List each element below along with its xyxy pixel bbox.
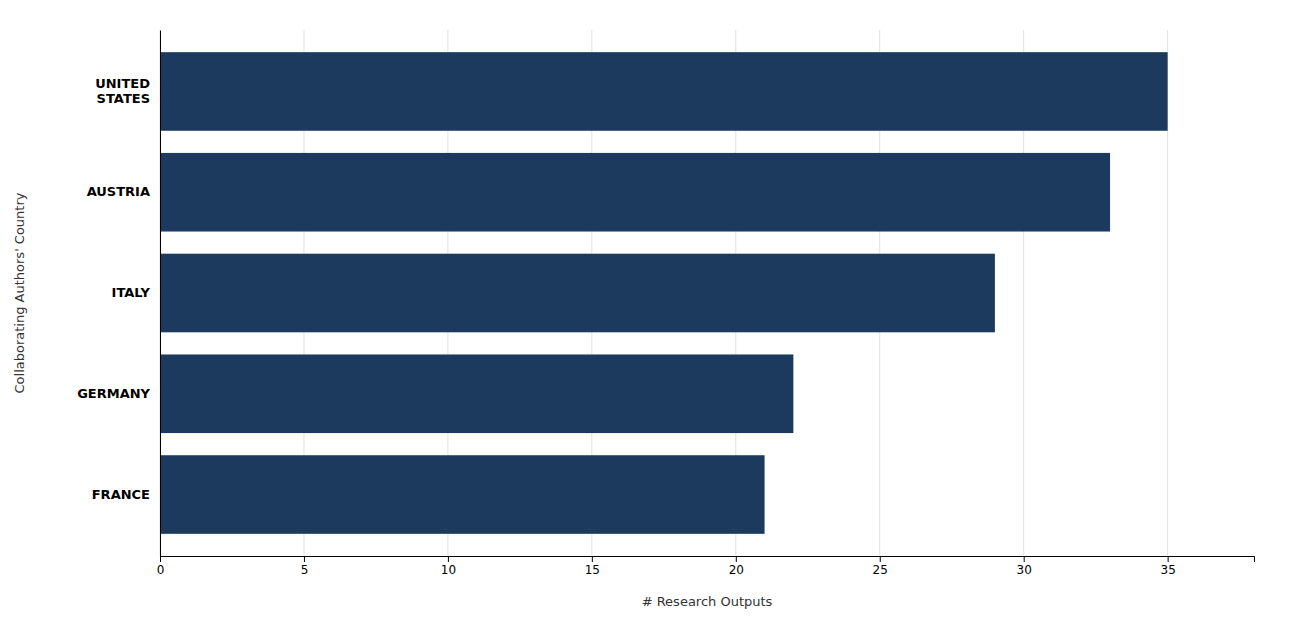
bar — [160, 254, 995, 333]
x-tick: 10 — [441, 556, 456, 577]
bar — [160, 455, 765, 534]
plot-area: 0 5 10 15 20 25 30 35 FRANCE GERMANY ITALY AUSTRIA U… — [77, 30, 1254, 577]
y-tick-label-line: AUSTRIA — [87, 184, 150, 199]
bar — [160, 354, 793, 433]
y-tick: ITALY — [112, 285, 160, 300]
x-tick-mark — [880, 556, 881, 562]
y-tick: AUSTRIA — [87, 184, 160, 199]
y-tick: GERMANY — [77, 386, 160, 401]
x-tick-label: 15 — [585, 563, 600, 577]
x-tick-mark — [736, 556, 737, 562]
x-tick-label: 10 — [441, 563, 456, 577]
y-tick: FRANCE — [92, 487, 160, 502]
x-tick: 25 — [873, 556, 888, 577]
x-tick-mark — [160, 556, 161, 562]
x-tick: 15 — [585, 556, 600, 577]
x-tick-label: 35 — [1160, 563, 1175, 577]
x-tick-mark — [304, 556, 305, 562]
x-tick-label: 0 — [157, 563, 165, 577]
y-tick-label-line: ITALY — [112, 285, 151, 300]
y-tick-label: FRANCE — [92, 487, 150, 502]
x-axis-title: # Research Outputs — [642, 594, 773, 609]
x-tick-mark — [1024, 556, 1025, 562]
bar — [160, 52, 1168, 131]
x-axis: 0 5 10 15 20 25 30 35 — [157, 556, 1255, 577]
x-tick: 0 — [157, 556, 165, 577]
y-tick-label: AUSTRIA — [87, 184, 150, 199]
y-tick: UNITEDSTATES — [95, 76, 160, 105]
grid — [160, 30, 1168, 556]
x-tick: 30 — [1017, 556, 1032, 577]
x-axis-line — [161, 557, 1255, 563]
y-tick-label: UNITEDSTATES — [95, 76, 150, 105]
x-tick-mark — [1168, 556, 1169, 562]
y-axis-title: Collaborating Authors' Country — [12, 192, 27, 393]
x-tick: 5 — [301, 556, 309, 577]
x-tick-label: 30 — [1017, 563, 1032, 577]
y-tick-label: ITALY — [112, 285, 151, 300]
y-axis: FRANCE GERMANY ITALY AUSTRIA UNITEDSTATES — [77, 31, 160, 557]
x-tick-mark — [592, 556, 593, 562]
y-tick-label-line: GERMANY — [77, 386, 150, 401]
x-tick: 35 — [1160, 556, 1175, 577]
bar — [160, 153, 1110, 232]
grid-line — [160, 30, 161, 556]
chart-container: 0 5 10 15 20 25 30 35 FRANCE GERMANY ITALY AUSTRIA U… — [0, 0, 1294, 626]
bars — [160, 52, 1168, 534]
y-tick-label-line: UNITED — [95, 76, 150, 91]
x-tick: 20 — [729, 556, 744, 577]
x-tick-mark — [448, 556, 449, 562]
x-tick-label: 5 — [301, 563, 309, 577]
y-tick-label-line: FRANCE — [92, 487, 150, 502]
chart-svg: 0 5 10 15 20 25 30 35 FRANCE GERMANY ITALY AUSTRIA U… — [0, 0, 1294, 626]
x-tick-label: 20 — [729, 563, 744, 577]
y-tick-label-line: STATES — [97, 91, 150, 106]
y-tick-label: GERMANY — [77, 386, 150, 401]
y-axis-line — [160, 31, 161, 557]
x-tick-label: 25 — [873, 563, 888, 577]
